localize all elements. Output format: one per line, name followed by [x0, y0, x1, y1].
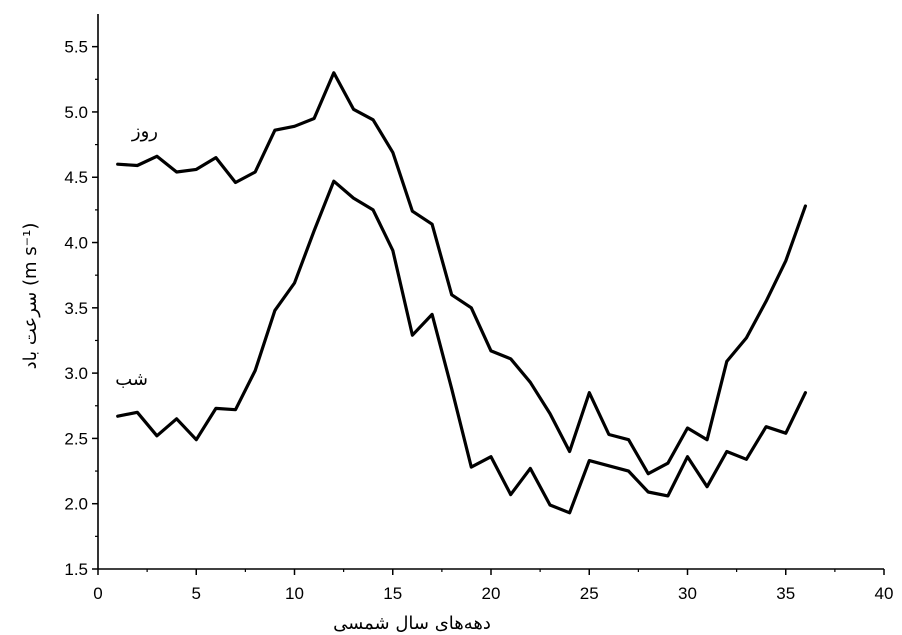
- axes: 0 5 10 15 20 25 30 35 40 1.5 2.0 2.5 3.0 3.5 4.0 4.5 5.0…: [64, 14, 893, 603]
- y-axis-title: سرعت باد (m s⁻¹): [20, 223, 41, 370]
- y-tick-label: 3.0: [64, 364, 88, 383]
- x-tick-label: 0: [93, 584, 102, 603]
- x-tick-label: 15: [383, 584, 402, 603]
- series-line-night: [116, 179, 808, 515]
- x-axis-title: دهه‌های سال شمسی: [333, 613, 491, 634]
- series-label-day: روز: [131, 121, 158, 142]
- series-line-day: [116, 71, 808, 476]
- x-tick-label: 5: [192, 584, 201, 603]
- x-tick-label: 25: [580, 584, 599, 603]
- x-tick-label: 30: [678, 584, 697, 603]
- y-tick-label: 3.5: [64, 299, 88, 318]
- series-group: [116, 71, 808, 515]
- series-label-night: شب: [115, 369, 148, 390]
- y-tick-label: 5.0: [64, 103, 88, 122]
- y-tick-label: 2.0: [64, 495, 88, 514]
- y-tick-label: 2.5: [64, 429, 88, 448]
- y-tick-label: 5.5: [64, 38, 88, 57]
- y-tick-label: 4.0: [64, 234, 88, 253]
- y-tick-label: 4.5: [64, 168, 88, 187]
- x-tick-label: 20: [482, 584, 501, 603]
- x-tick-label: 10: [285, 584, 304, 603]
- x-tick-label: 40: [875, 584, 894, 603]
- y-tick-label: 1.5: [64, 560, 88, 579]
- x-tick-label: 35: [776, 584, 795, 603]
